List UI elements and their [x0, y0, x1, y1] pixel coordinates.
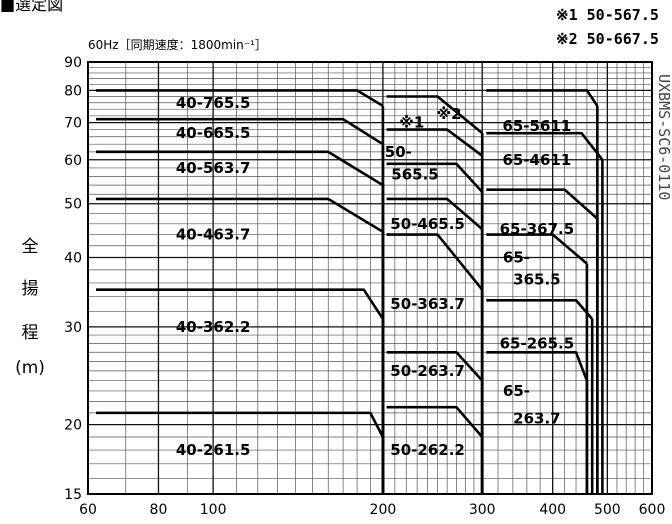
- chart-title: 60Hz［同期速度：1800min⁻¹］: [88, 38, 267, 52]
- region-boundary: [386, 233, 484, 291]
- y-axis-label-char-3: 程: [21, 323, 39, 343]
- region-label: 65-4611: [502, 151, 571, 169]
- region-boundary: [486, 233, 588, 265]
- y-tick-label: 15: [64, 487, 82, 503]
- region-label: 50-465.5: [390, 215, 465, 233]
- y-tick-label: 40: [64, 251, 82, 267]
- region-label: 65-: [503, 382, 530, 400]
- region-label: 40-261.5: [176, 441, 251, 459]
- y-axis-label-unit: (m): [15, 358, 45, 378]
- x-tick-label: 500: [594, 502, 621, 518]
- region-boundary: [486, 131, 604, 161]
- x-tick-label: 60: [79, 502, 97, 518]
- region-label: 50-: [385, 143, 412, 161]
- region-label: 263.7: [513, 410, 560, 428]
- region-boundary: [486, 89, 599, 107]
- region-boundary: [96, 197, 384, 233]
- region-boundary: [386, 162, 484, 193]
- footnote-1: ※1 50-567.5: [556, 6, 659, 24]
- y-tick-label: 50: [64, 197, 82, 213]
- region-boundary: [386, 197, 484, 231]
- region-label: 50-363.7: [390, 295, 465, 313]
- y-tick-label: 20: [64, 418, 82, 434]
- region-label: 50-263.7: [390, 362, 465, 380]
- y-tick-label: 80: [64, 83, 82, 99]
- y-tick-label: 30: [64, 320, 82, 336]
- x-tick-label: 200: [370, 502, 397, 518]
- region-label: 65-367.5: [500, 220, 575, 238]
- region-boundary: [486, 188, 599, 220]
- region-boundary: [386, 405, 484, 438]
- region-boundary: [386, 95, 484, 135]
- y-tick-label: 70: [64, 116, 82, 132]
- region-boundary: [386, 128, 483, 157]
- region-boundary: [96, 117, 384, 146]
- region-boundary: [486, 298, 594, 320]
- region-labels: 40-765.5 40-665.5 40-563.7 40-463.7 40-362.2…: [176, 94, 574, 459]
- region-boundary: [96, 150, 384, 187]
- x-tick-label: 80: [150, 502, 168, 518]
- y-tick-label: 60: [64, 153, 82, 169]
- x-tick-label: 100: [200, 502, 227, 518]
- region-boundary: [96, 288, 384, 320]
- y-tick-label: 90: [64, 55, 82, 71]
- plot-frame: [87, 61, 653, 495]
- region-label: 50-262.2: [390, 441, 465, 459]
- drawing-code: UXBMS-SC6-0110: [655, 74, 672, 201]
- region-label: ※1: [399, 114, 424, 132]
- region-label: 40-362.2: [176, 318, 251, 336]
- y-axis-label-char-1: 全: [21, 237, 39, 257]
- region-label: 565.5: [391, 165, 438, 183]
- y-axis-label-char-2: 揚: [21, 279, 39, 299]
- region-label: 40-665.5: [176, 124, 251, 142]
- region-label: 65-5611: [502, 117, 571, 135]
- y-axis-ticks: 15 20 30 40 50 60 70 80 90: [64, 55, 82, 503]
- region-boundary: [96, 89, 384, 108]
- section-title: ■選定図: [0, 0, 64, 14]
- region-label: 40-463.7: [176, 226, 251, 244]
- x-tick-label: 300: [469, 502, 496, 518]
- region-label: 40-765.5: [176, 94, 251, 112]
- region-label: ※2: [437, 105, 462, 123]
- x-tick-label: 400: [539, 502, 566, 518]
- region-label: 65-: [503, 249, 530, 267]
- footnote-2: ※2 50-667.5: [556, 30, 659, 48]
- region-outlines: [96, 89, 604, 494]
- x-axis-ticks: 60 80 100 200 300 400 500 600: [79, 502, 665, 518]
- region-label: 65-265.5: [500, 335, 575, 353]
- region-label: 40-563.7: [176, 159, 251, 177]
- region-boundary: [486, 350, 589, 382]
- region-boundary: [96, 411, 385, 438]
- region-boundary: [386, 350, 484, 382]
- region-label: 365.5: [513, 271, 560, 289]
- x-tick-label: 600: [639, 502, 666, 518]
